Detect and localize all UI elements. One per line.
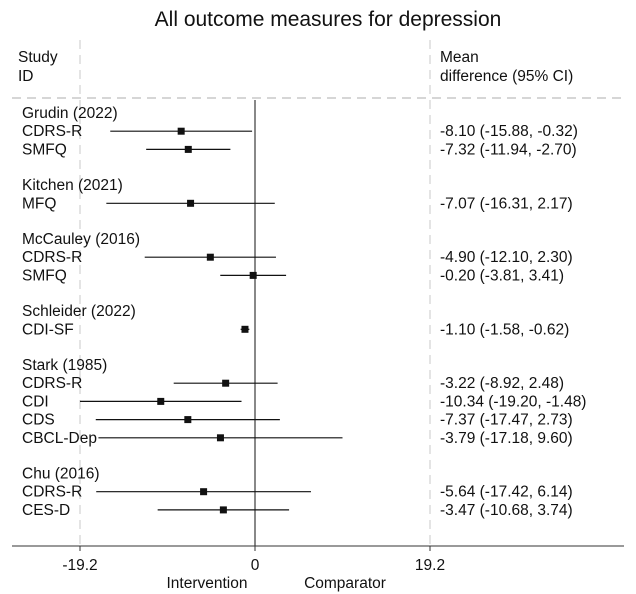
effect-estimate-text: -3.47 (-10.68, 3.74) xyxy=(440,502,573,519)
measure-label: CDI-SF xyxy=(22,321,74,338)
effect-estimate-text: -4.90 (-12.10, 2.30) xyxy=(440,249,573,266)
measure-label: SMFQ xyxy=(22,141,67,158)
effect-estimate-text: -3.79 (-17.18, 9.60) xyxy=(440,430,573,447)
study-name: Schleider (2022) xyxy=(22,303,136,320)
vertical-gridlines xyxy=(79,40,431,546)
point-estimate-marker xyxy=(200,488,208,496)
point-estimate-marker xyxy=(222,379,230,387)
effect-estimate-text: -7.07 (-16.31, 2.17) xyxy=(440,195,573,212)
effect-header-line2: difference (95% CI) xyxy=(440,68,573,85)
point-estimate-marker xyxy=(216,434,224,442)
point-estimate-marker xyxy=(219,506,227,514)
comparator-label: Comparator xyxy=(304,575,386,592)
point-estimate-marker xyxy=(184,416,192,424)
effect-estimate-text: -5.64 (-17.42, 6.14) xyxy=(440,484,573,501)
point-estimate-marker xyxy=(241,325,249,333)
point-estimate-marker xyxy=(206,253,214,261)
point-estimate-marker xyxy=(187,199,195,207)
measure-label: CDI xyxy=(22,393,49,410)
study-header-line2: ID xyxy=(18,68,34,85)
study-name: McCauley (2016) xyxy=(22,231,140,248)
effect-estimate-text: -3.22 (-8.92, 2.48) xyxy=(440,375,564,392)
effect-estimate-text: -7.32 (-11.94, -2.70) xyxy=(440,141,577,158)
point-estimate-marker xyxy=(184,145,192,153)
measure-label: CDRS-R xyxy=(22,484,82,501)
x-tick-label: 0 xyxy=(251,557,260,574)
measure-label: MFQ xyxy=(22,195,56,212)
study-name: Kitchen (2021) xyxy=(22,177,123,194)
measure-label: CBCL-Dep xyxy=(22,430,97,447)
measure-label: CDRS-R xyxy=(22,123,82,140)
effect-estimate-text: -10.34 (-19.20, -1.48) xyxy=(440,393,586,410)
point-estimate-marker xyxy=(157,397,165,405)
study-name: Chu (2016) xyxy=(22,466,100,483)
chart-title: All outcome measures for depression xyxy=(155,8,502,31)
study-name: Grudin (2022) xyxy=(22,105,118,122)
x-tick-label: 19.2 xyxy=(415,557,445,574)
effect-estimate-text: -1.10 (-1.58, -0.62) xyxy=(440,321,569,338)
measure-label: CDRS-R xyxy=(22,249,82,266)
point-estimate-marker xyxy=(249,271,257,279)
measure-label: CES-D xyxy=(22,502,70,519)
measure-label: SMFQ xyxy=(22,267,67,284)
x-axis-ticks: -19.2 0 19.2 xyxy=(62,546,445,574)
intervention-label: Intervention xyxy=(167,575,248,592)
effect-header-line1: Mean xyxy=(440,49,479,66)
study-name: Stark (1985) xyxy=(22,357,107,374)
study-header-line1: Study xyxy=(18,49,58,66)
study-rows: Grudin (2022)CDRS-R -8.10 (-15.88, -0.32)… xyxy=(22,105,586,519)
effect-estimate-text: -8.10 (-15.88, -0.32) xyxy=(440,123,578,140)
measure-label: CDS xyxy=(22,412,55,429)
measure-label: CDRS-R xyxy=(22,375,82,392)
point-estimate-marker xyxy=(177,127,185,135)
effect-estimate-text: -7.37 (-17.47, 2.73) xyxy=(440,412,573,429)
x-tick-label: -19.2 xyxy=(62,557,97,574)
effect-estimate-text: -0.20 (-3.81, 3.41) xyxy=(440,267,564,284)
